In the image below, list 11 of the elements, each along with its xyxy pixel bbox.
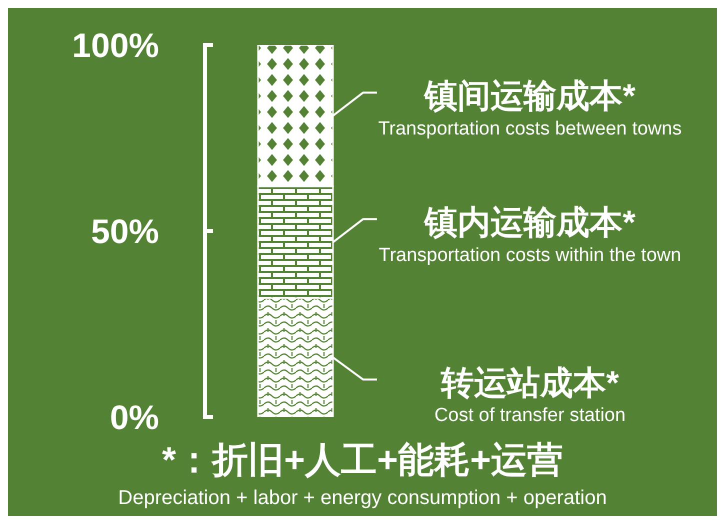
- text: Cost of transfer station: [434, 405, 626, 426]
- text: Transportation costs within the town: [378, 244, 682, 266]
- y-tick-label: 50%: [90, 212, 159, 251]
- y-tick-label: 0%: [110, 398, 159, 437]
- text: Transportation costs between towns: [378, 118, 682, 140]
- text: *：折旧+人工+能耗+运营: [160, 439, 564, 480]
- text: Depreciation + labor + energy consumption + operation: [117, 486, 608, 510]
- text: 镇间运输成本*: [424, 77, 636, 114]
- text: 镇内运输成本*: [424, 204, 636, 241]
- text: 转运站成本*: [440, 364, 620, 402]
- y-tick-label: 100%: [72, 26, 159, 65]
